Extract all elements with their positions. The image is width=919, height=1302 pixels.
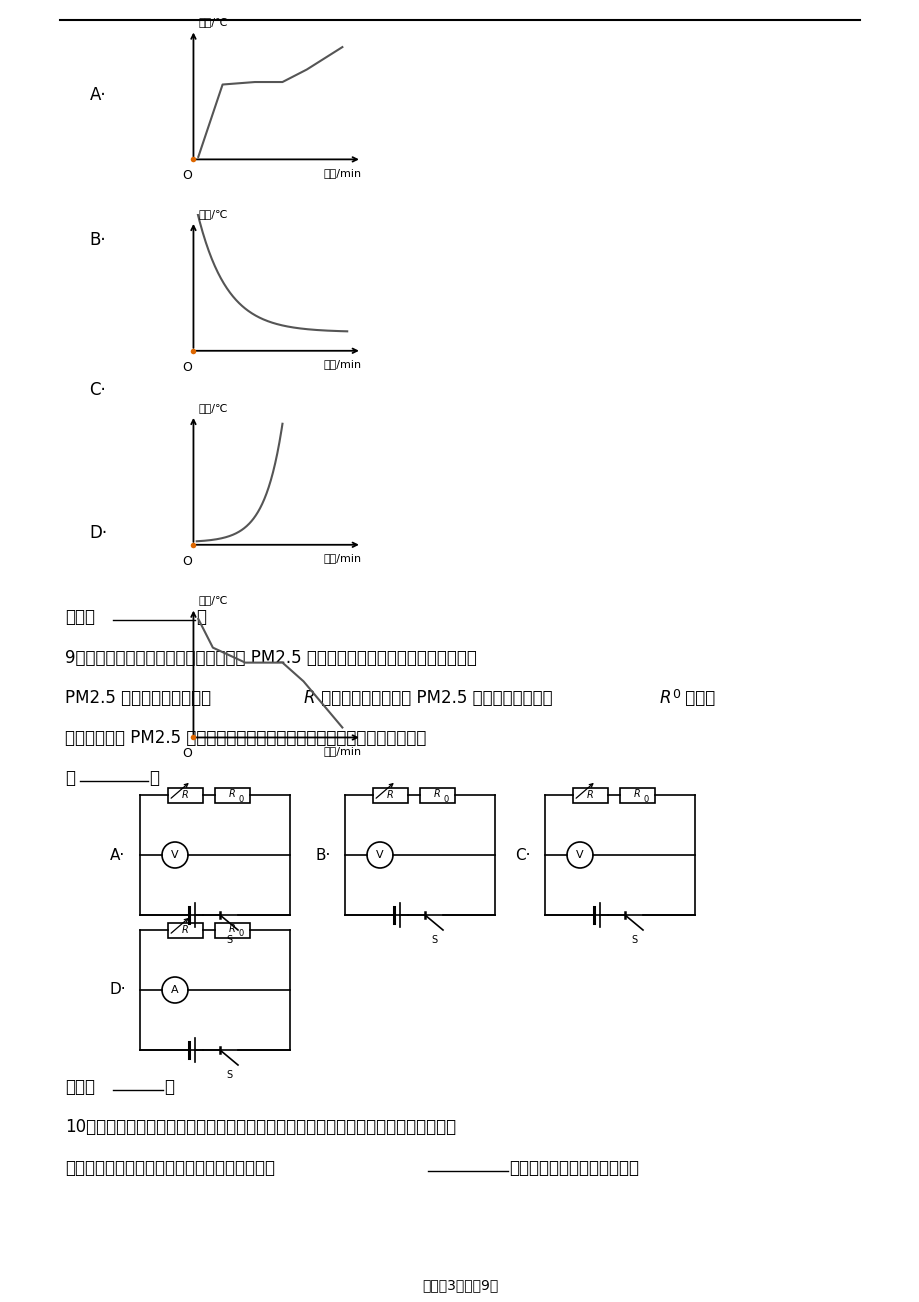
Text: S: S (226, 1070, 232, 1079)
Bar (168, 923, 203, 937)
Text: 时间/min: 时间/min (323, 746, 361, 756)
Text: 理由：: 理由： (65, 608, 95, 626)
Text: S: S (430, 935, 437, 945)
Text: B·: B· (315, 848, 330, 862)
Text: D·: D· (109, 983, 126, 997)
Text: 时间/min: 时间/min (323, 359, 361, 370)
Text: 。: 。 (196, 608, 206, 626)
Bar (573, 788, 607, 802)
Text: 时间/min: 时间/min (323, 168, 361, 178)
Text: B·: B· (89, 230, 107, 249)
Text: 。: 。 (164, 1078, 174, 1096)
Text: C·: C· (515, 848, 530, 862)
Text: S: S (630, 935, 636, 945)
Text: V: V (575, 850, 584, 861)
Text: R: R (181, 924, 188, 935)
Text: O: O (182, 361, 192, 374)
Text: PM2.5 的四个电路图，其中: PM2.5 的四个电路图，其中 (65, 689, 216, 707)
Text: C·: C· (89, 381, 107, 398)
Text: R: R (633, 789, 640, 799)
Text: R: R (586, 790, 593, 799)
Text: R: R (386, 790, 393, 799)
Bar (372, 788, 407, 802)
Text: 0: 0 (444, 794, 448, 803)
Text: 温度/℃: 温度/℃ (199, 595, 228, 605)
Text: 电阻。现要求 PM2.5 浓度越大，电表的示数就越大，则符合要求的电路图是: 电阻。现要求 PM2.5 浓度越大，电表的示数就越大，则符合要求的电路图是 (65, 729, 425, 747)
Text: 理由：: 理由： (65, 1078, 95, 1096)
Text: 试卷第3页，总9页: 试卷第3页，总9页 (422, 1279, 497, 1292)
Text: ．他发现路旁的建筑物在往后: ．他发现路旁的建筑物在往后 (508, 1159, 639, 1177)
Text: D·: D· (89, 523, 107, 542)
Text: R: R (229, 789, 235, 799)
Bar (619, 788, 654, 802)
Text: 0: 0 (671, 687, 679, 700)
Bar (420, 788, 455, 802)
Text: S: S (226, 935, 232, 945)
Text: R: R (659, 689, 671, 707)
Text: 是气敏电阻，阻值随 PM2.5 浓度增大而减小，: 是气敏电阻，阻值随 PM2.5 浓度增大而减小， (315, 689, 552, 707)
Bar (215, 923, 250, 937)
Text: O: O (182, 169, 192, 182)
Text: A·: A· (89, 86, 107, 104)
Text: 温度/℃: 温度/℃ (199, 402, 228, 413)
Text: 温度/℃: 温度/℃ (199, 208, 228, 219)
Text: V: V (171, 850, 178, 861)
Text: 蹬地，使滑板车前进，这说明力可以改变物体的: 蹬地，使滑板车前进，这说明力可以改变物体的 (65, 1159, 275, 1177)
Text: 0: 0 (643, 794, 649, 803)
Text: 时间/min: 时间/min (323, 553, 361, 564)
Text: A: A (171, 986, 178, 995)
Text: 温度/℃: 温度/℃ (199, 17, 228, 27)
Text: V: V (376, 850, 383, 861)
Text: O: O (182, 555, 192, 568)
Bar (215, 788, 250, 802)
Text: A·: A· (110, 848, 126, 862)
Text: 0: 0 (239, 794, 244, 803)
Text: 0: 0 (239, 930, 244, 939)
Text: 是保护: 是保护 (679, 689, 714, 707)
Text: R: R (433, 789, 440, 799)
Bar (168, 788, 203, 802)
Text: ）: ） (149, 769, 159, 786)
Text: O: O (182, 747, 192, 760)
Text: R: R (303, 689, 315, 707)
Text: 9．为治理雾霾天气，环保部门加强了对 PM2.5 的监控。如图是某兴趣小组设计的监测: 9．为治理雾霾天气，环保部门加强了对 PM2.5 的监控。如图是某兴趣小组设计的… (65, 648, 476, 667)
Text: R: R (181, 790, 188, 799)
Text: 10．如图所示，小明正驱动滑板车向前滑行．他一脚站立其上，另一只脚不时用力向后: 10．如图所示，小明正驱动滑板车向前滑行．他一脚站立其上，另一只脚不时用力向后 (65, 1118, 456, 1137)
Text: R: R (229, 924, 235, 934)
Text: （: （ (65, 769, 75, 786)
